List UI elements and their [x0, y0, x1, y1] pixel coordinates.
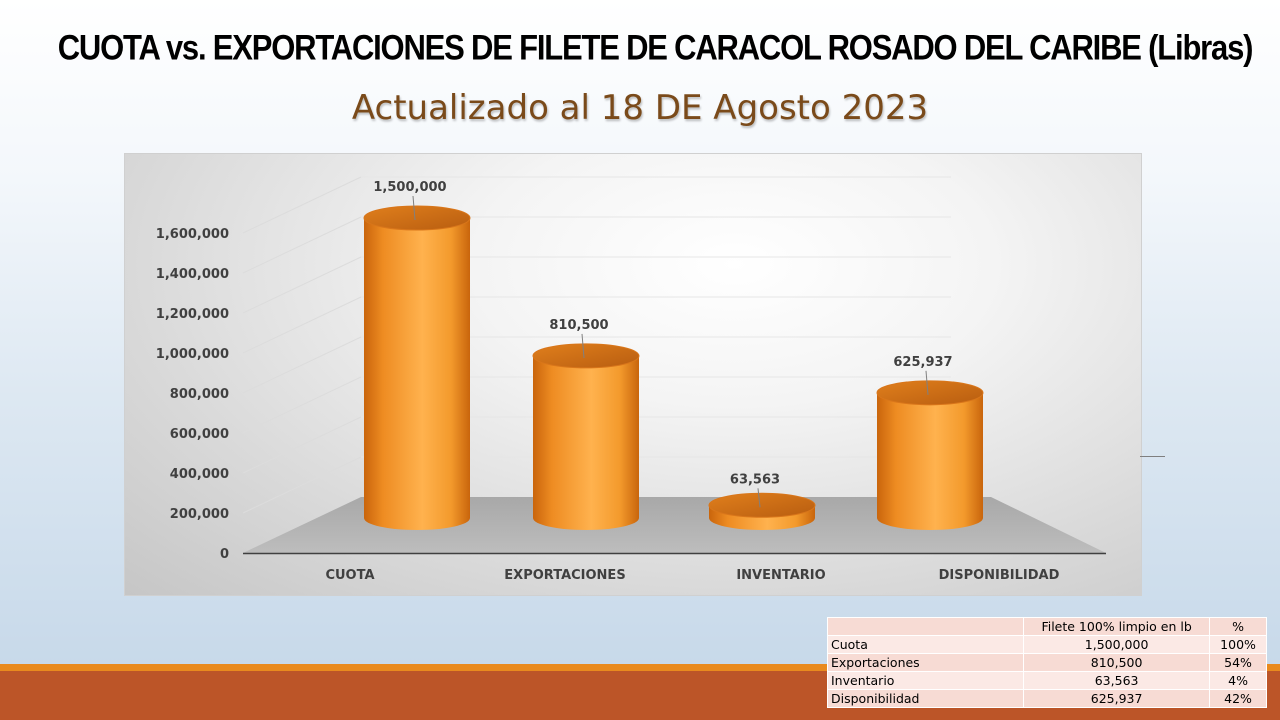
- table-cell: Cuota: [826, 635, 1025, 654]
- data-label-leader: [581, 333, 585, 358]
- y-tick-label: 400,000: [170, 467, 229, 482]
- bar-disponibilidad: 625,937: [876, 355, 984, 530]
- table-cell: Exportaciones: [826, 653, 1025, 672]
- gridline-depth: [242, 376, 362, 434]
- data-label: 1,500,000: [373, 180, 446, 195]
- table-cell: Inventario: [826, 671, 1025, 690]
- y-tick-label: 800,000: [170, 387, 229, 402]
- y-tick-label: 1,600,000: [156, 227, 229, 242]
- gridline-depth: [242, 176, 362, 234]
- gridline-depth: [242, 456, 362, 514]
- slide-title: CUOTA vs. EXPORTACIONES DE FILETE DE CAR…: [57, 27, 1254, 68]
- chart-area: 0 200,000 400,000 600,000 800,000 1,000,000 1,…: [124, 153, 1142, 596]
- data-label: 625,937: [893, 355, 952, 370]
- bar-top: [532, 343, 640, 369]
- bar-top: [708, 492, 816, 518]
- bar-top: [876, 380, 984, 406]
- bar-top: [363, 205, 471, 231]
- gridline-depth: [242, 336, 362, 394]
- table-header-row: Filete 100% limpio en lb %: [826, 617, 1267, 636]
- table-cell: 1,500,000: [1023, 635, 1211, 654]
- category-label: CUOTA: [325, 568, 374, 583]
- gridline-depth: [242, 416, 362, 474]
- table-cell: 810,500: [1023, 653, 1211, 672]
- data-label-leader: [757, 488, 761, 508]
- table-cell: 42%: [1209, 689, 1267, 708]
- category-label: DISPONIBILIDAD: [939, 568, 1060, 583]
- table-cell: 100%: [1209, 635, 1267, 654]
- y-tick-label: 200,000: [170, 507, 229, 522]
- gridline-depth: [242, 256, 362, 314]
- summary-table: Filete 100% limpio en lb % Cuota 1,500,0…: [826, 617, 1267, 708]
- bar-inventario: 63,563: [708, 472, 816, 530]
- accent-band: [0, 664, 1280, 671]
- y-tick-label: 1,200,000: [156, 307, 229, 322]
- y-tick-label: 0: [220, 547, 229, 562]
- bar-cuota: 1,500,000: [363, 180, 471, 530]
- y-tick-label: 600,000: [170, 427, 229, 442]
- bar-exportaciones: 810,500: [532, 318, 640, 530]
- bar-body: [364, 218, 470, 530]
- leader-line: [1140, 456, 1165, 457]
- table-row: Disponibilidad 625,937 42%: [826, 689, 1267, 708]
- gridline-depth: [242, 216, 362, 274]
- table-header-cell: %: [1209, 617, 1267, 636]
- y-tick-label: 1,000,000: [156, 347, 229, 362]
- bar-body: [877, 392, 983, 530]
- y-tick-label: 1,400,000: [156, 267, 229, 282]
- data-label: 63,563: [730, 472, 780, 487]
- data-label: 810,500: [549, 318, 608, 333]
- table-header-cell: [826, 617, 1025, 636]
- bar-body: [533, 355, 639, 530]
- table-row: Exportaciones 810,500 54%: [826, 653, 1267, 672]
- table-row: Cuota 1,500,000 100%: [826, 635, 1267, 654]
- bar-chart: 0 200,000 400,000 600,000 800,000 1,000,000 1,…: [156, 176, 1106, 583]
- slide-subtitle: Actualizado al 18 DE Agosto 2023: [351, 88, 929, 128]
- table-cell: 54%: [1209, 653, 1267, 672]
- category-label: EXPORTACIONES: [504, 568, 625, 583]
- table-row: Inventario 63,563 4%: [826, 671, 1267, 690]
- table-cell: 625,937: [1023, 689, 1211, 708]
- table-cell: 63,563: [1023, 671, 1211, 690]
- table-header-cell: Filete 100% limpio en lb: [1023, 617, 1211, 636]
- data-label-leader: [412, 195, 416, 221]
- table-cell: Disponibilidad: [826, 689, 1025, 708]
- data-label-leader: [925, 370, 929, 395]
- table-cell: 4%: [1209, 671, 1267, 690]
- category-label: INVENTARIO: [736, 568, 825, 583]
- gridline-depth: [242, 296, 362, 354]
